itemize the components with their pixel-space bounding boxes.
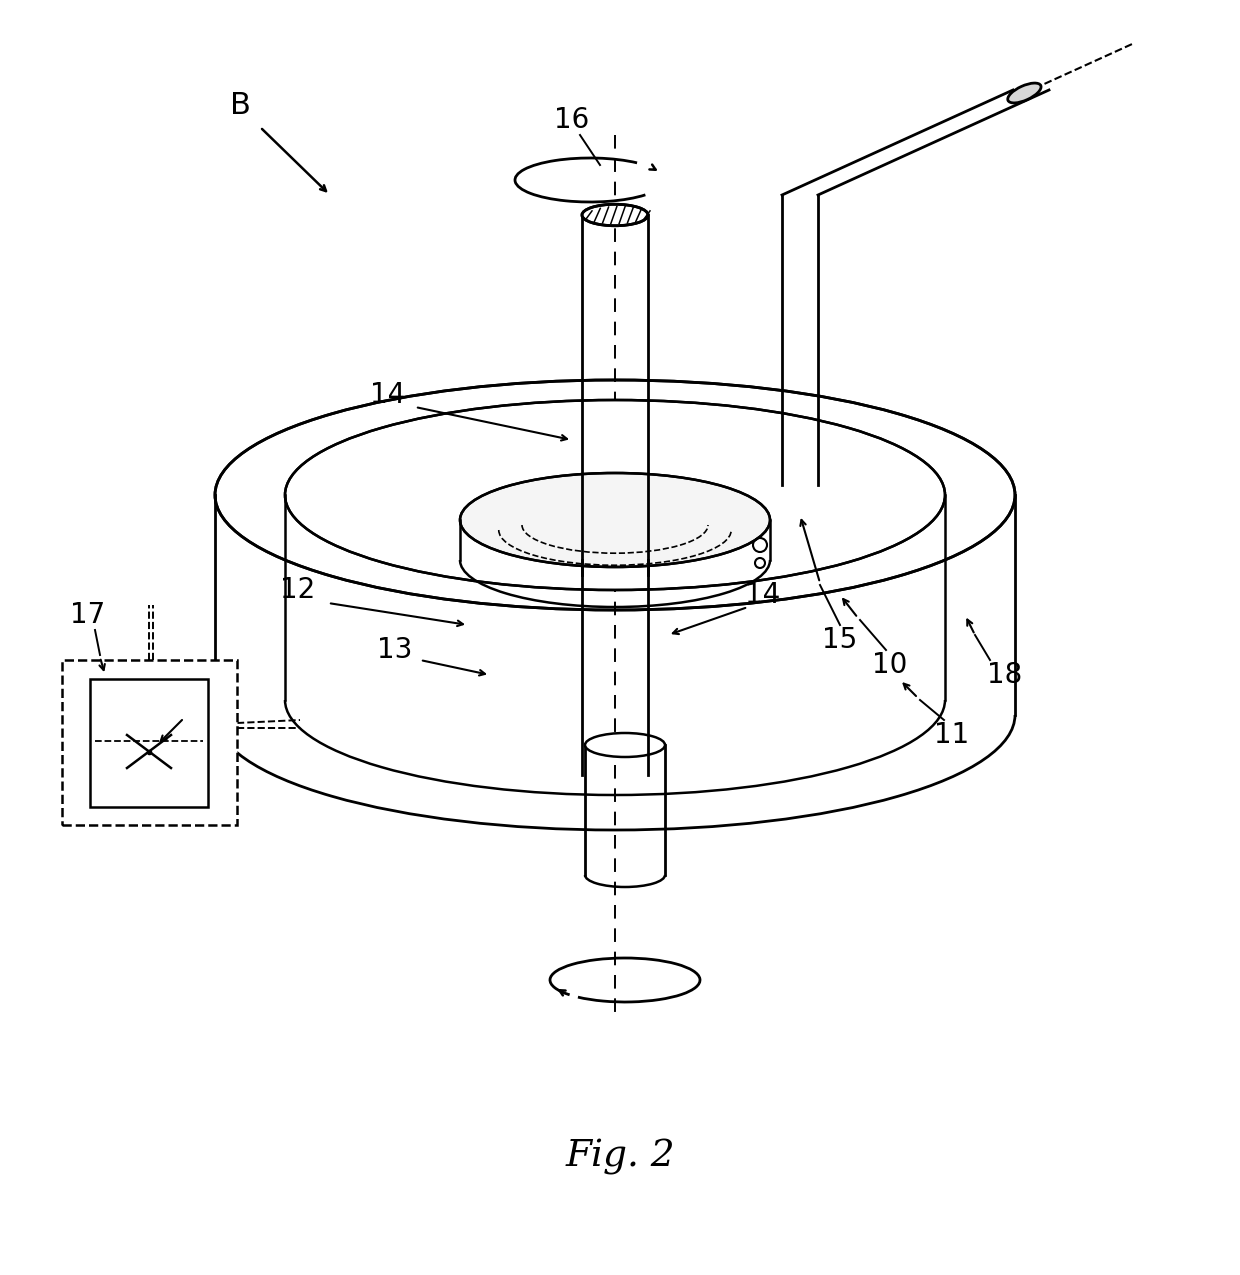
Ellipse shape	[460, 473, 770, 567]
Ellipse shape	[585, 733, 665, 757]
Ellipse shape	[1008, 83, 1042, 103]
Text: 13: 13	[377, 636, 413, 664]
Text: 11: 11	[935, 720, 970, 748]
Ellipse shape	[582, 204, 649, 226]
Text: 16: 16	[554, 106, 590, 134]
Text: 14: 14	[745, 581, 781, 609]
Text: Fig. 2: Fig. 2	[565, 1139, 675, 1176]
Bar	[91, 680, 208, 807]
Text: B: B	[229, 91, 250, 120]
Text: 17: 17	[71, 601, 105, 629]
Text: 14: 14	[371, 381, 405, 409]
Text: 12: 12	[280, 576, 316, 604]
Ellipse shape	[285, 400, 945, 590]
Ellipse shape	[215, 380, 1016, 609]
Text: 10: 10	[872, 652, 908, 680]
Text: 18: 18	[987, 660, 1023, 689]
Bar	[62, 660, 237, 825]
Text: 15: 15	[822, 626, 858, 654]
